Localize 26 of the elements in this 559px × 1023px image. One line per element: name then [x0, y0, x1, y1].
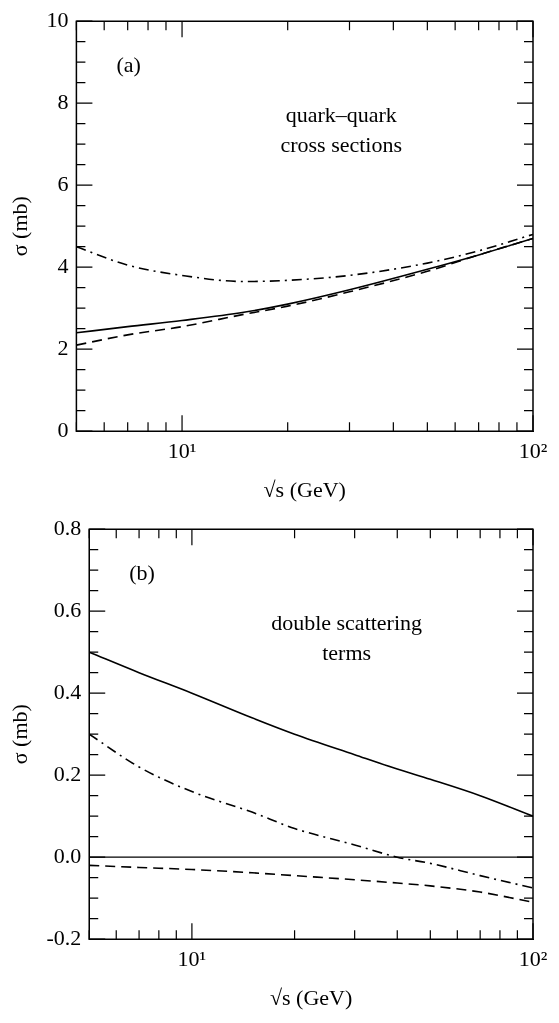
annotation: double scattering [271, 609, 423, 635]
annotation: (a) [116, 51, 141, 77]
x-axis-title: √s (GeV) [263, 476, 346, 502]
y-tick-label: 0.2 [53, 760, 82, 786]
y-axis-title: σ (mb) [6, 704, 32, 765]
x-tick-label: 10¹ [167, 438, 197, 464]
y-tick-label: 8 [57, 88, 69, 114]
y-tick-label: 0.8 [53, 514, 82, 540]
y-tick-label: 10 [46, 6, 69, 32]
y-tick-label: 0.6 [53, 596, 82, 622]
y-tick-label: 0 [57, 416, 69, 442]
y-tick-label: 4 [57, 252, 69, 278]
annotation: quark–quark [285, 101, 397, 127]
annotation: terms [322, 639, 372, 665]
annotation: cross sections [280, 131, 403, 157]
annotation: (b) [129, 559, 155, 585]
y-tick-label: 2 [57, 334, 69, 360]
x-tick-label: 10² [518, 438, 548, 464]
x-tick-label: 10² [518, 946, 548, 972]
x-axis-title: √s (GeV) [269, 984, 353, 1010]
y-tick-label: 0.0 [53, 842, 82, 868]
y-tick-label: -0.2 [46, 924, 82, 950]
y-tick-label: 6 [57, 170, 69, 196]
y-axis-title: σ (mb) [6, 196, 32, 257]
x-tick-label: 10¹ [177, 946, 207, 972]
y-tick-label: 0.4 [53, 678, 82, 704]
